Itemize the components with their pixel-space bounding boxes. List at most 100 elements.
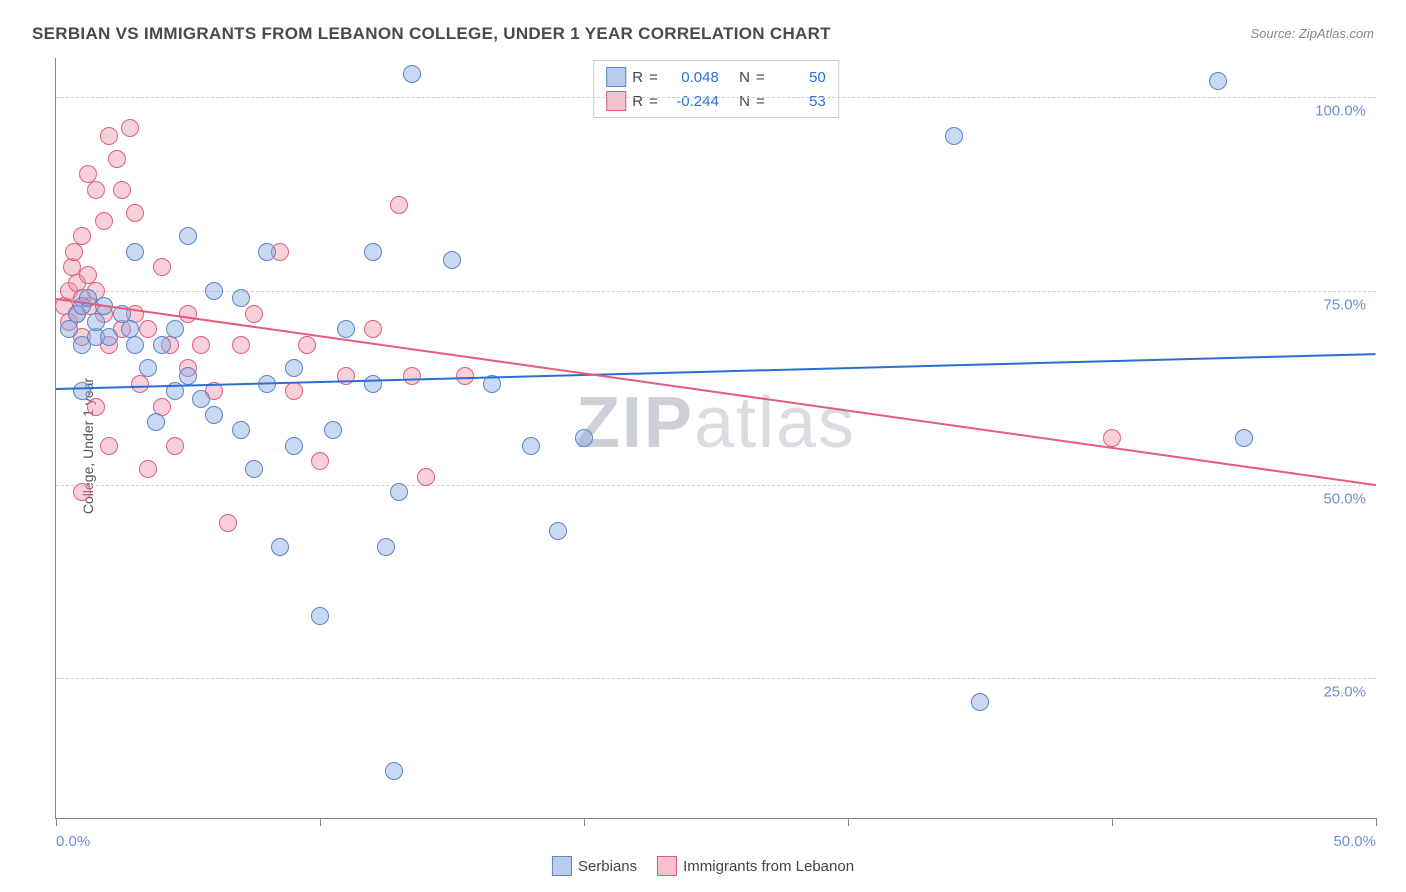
scatter-point bbox=[205, 406, 223, 424]
scatter-point bbox=[179, 305, 197, 323]
n-label: N bbox=[739, 69, 750, 86]
scatter-plot: ZIPatlas R = 0.048 N = 50 R = -0.244 N =… bbox=[55, 58, 1376, 819]
xtick-label: 0.0% bbox=[56, 833, 90, 850]
n-label: N bbox=[739, 93, 750, 110]
scatter-point bbox=[522, 437, 540, 455]
gridline bbox=[56, 97, 1376, 98]
scatter-point bbox=[219, 514, 237, 532]
scatter-point bbox=[1209, 72, 1227, 90]
ytick-label: 75.0% bbox=[1323, 296, 1366, 313]
scatter-point bbox=[139, 320, 157, 338]
scatter-point bbox=[126, 204, 144, 222]
scatter-point bbox=[113, 181, 131, 199]
scatter-point bbox=[364, 243, 382, 261]
scatter-point bbox=[364, 320, 382, 338]
r-value-blue: 0.048 bbox=[664, 69, 719, 86]
equals-sign: = bbox=[756, 93, 765, 110]
scatter-point bbox=[390, 196, 408, 214]
ytick-label: 50.0% bbox=[1323, 490, 1366, 507]
ytick-label: 25.0% bbox=[1323, 684, 1366, 701]
scatter-point bbox=[126, 243, 144, 261]
scatter-point bbox=[232, 421, 250, 439]
swatch-blue-icon bbox=[552, 856, 572, 876]
gridline bbox=[56, 485, 1376, 486]
watermark: ZIPatlas bbox=[576, 382, 856, 464]
scatter-point bbox=[285, 437, 303, 455]
scatter-point bbox=[192, 390, 210, 408]
scatter-point bbox=[100, 328, 118, 346]
equals-sign: = bbox=[649, 93, 658, 110]
bottom-legend: Serbians Immigrants from Lebanon bbox=[552, 856, 854, 876]
r-value-pink: -0.244 bbox=[664, 93, 719, 110]
scatter-point bbox=[126, 336, 144, 354]
scatter-point bbox=[971, 693, 989, 711]
scatter-point bbox=[285, 359, 303, 377]
scatter-point bbox=[100, 127, 118, 145]
scatter-point bbox=[153, 258, 171, 276]
scatter-point bbox=[192, 336, 210, 354]
scatter-point bbox=[403, 65, 421, 83]
scatter-point bbox=[324, 421, 342, 439]
scatter-point bbox=[311, 452, 329, 470]
scatter-point bbox=[232, 336, 250, 354]
legend-item-pink: Immigrants from Lebanon bbox=[657, 856, 854, 876]
scatter-point bbox=[945, 127, 963, 145]
xtick bbox=[584, 818, 585, 826]
scatter-point bbox=[245, 460, 263, 478]
scatter-point bbox=[147, 413, 165, 431]
trendline bbox=[56, 353, 1376, 390]
stats-row-blue: R = 0.048 N = 50 bbox=[606, 65, 826, 89]
xtick bbox=[1112, 818, 1113, 826]
xtick bbox=[320, 818, 321, 826]
swatch-pink-icon bbox=[657, 856, 677, 876]
n-value-blue: 50 bbox=[771, 69, 826, 86]
scatter-point bbox=[1103, 429, 1121, 447]
scatter-point bbox=[87, 313, 105, 331]
scatter-point bbox=[232, 289, 250, 307]
scatter-point bbox=[100, 437, 118, 455]
trendline bbox=[56, 298, 1376, 486]
scatter-point bbox=[139, 359, 157, 377]
scatter-point bbox=[60, 320, 78, 338]
scatter-point bbox=[271, 538, 289, 556]
scatter-point bbox=[65, 243, 83, 261]
source-label: Source: ZipAtlas.com bbox=[1250, 26, 1374, 41]
scatter-point bbox=[298, 336, 316, 354]
stats-row-pink: R = -0.244 N = 53 bbox=[606, 89, 826, 113]
watermark-bold: ZIP bbox=[576, 383, 694, 463]
scatter-point bbox=[575, 429, 593, 447]
scatter-point bbox=[166, 320, 184, 338]
scatter-point bbox=[417, 468, 435, 486]
scatter-point bbox=[205, 282, 223, 300]
n-value-pink: 53 bbox=[771, 93, 826, 110]
scatter-point bbox=[390, 483, 408, 501]
legend-label-blue: Serbians bbox=[578, 858, 637, 875]
ytick-label: 100.0% bbox=[1315, 102, 1366, 119]
scatter-point bbox=[364, 375, 382, 393]
swatch-blue-icon bbox=[606, 67, 626, 87]
scatter-point bbox=[285, 382, 303, 400]
xtick-label: 50.0% bbox=[1333, 833, 1376, 850]
equals-sign: = bbox=[649, 69, 658, 86]
scatter-point bbox=[139, 460, 157, 478]
xtick bbox=[1376, 818, 1377, 826]
legend-item-blue: Serbians bbox=[552, 856, 637, 876]
scatter-point bbox=[131, 375, 149, 393]
scatter-point bbox=[73, 483, 91, 501]
scatter-point bbox=[73, 227, 91, 245]
scatter-point bbox=[337, 320, 355, 338]
xtick bbox=[848, 818, 849, 826]
scatter-point bbox=[87, 398, 105, 416]
scatter-point bbox=[95, 212, 113, 230]
chart-title: SERBIAN VS IMMIGRANTS FROM LEBANON COLLE… bbox=[32, 24, 831, 44]
scatter-point bbox=[311, 607, 329, 625]
scatter-point bbox=[377, 538, 395, 556]
xtick bbox=[56, 818, 57, 826]
gridline bbox=[56, 678, 1376, 679]
scatter-point bbox=[108, 150, 126, 168]
scatter-point bbox=[153, 336, 171, 354]
r-label: R bbox=[632, 69, 643, 86]
scatter-point bbox=[166, 437, 184, 455]
scatter-point bbox=[87, 181, 105, 199]
watermark-light: atlas bbox=[694, 383, 856, 463]
